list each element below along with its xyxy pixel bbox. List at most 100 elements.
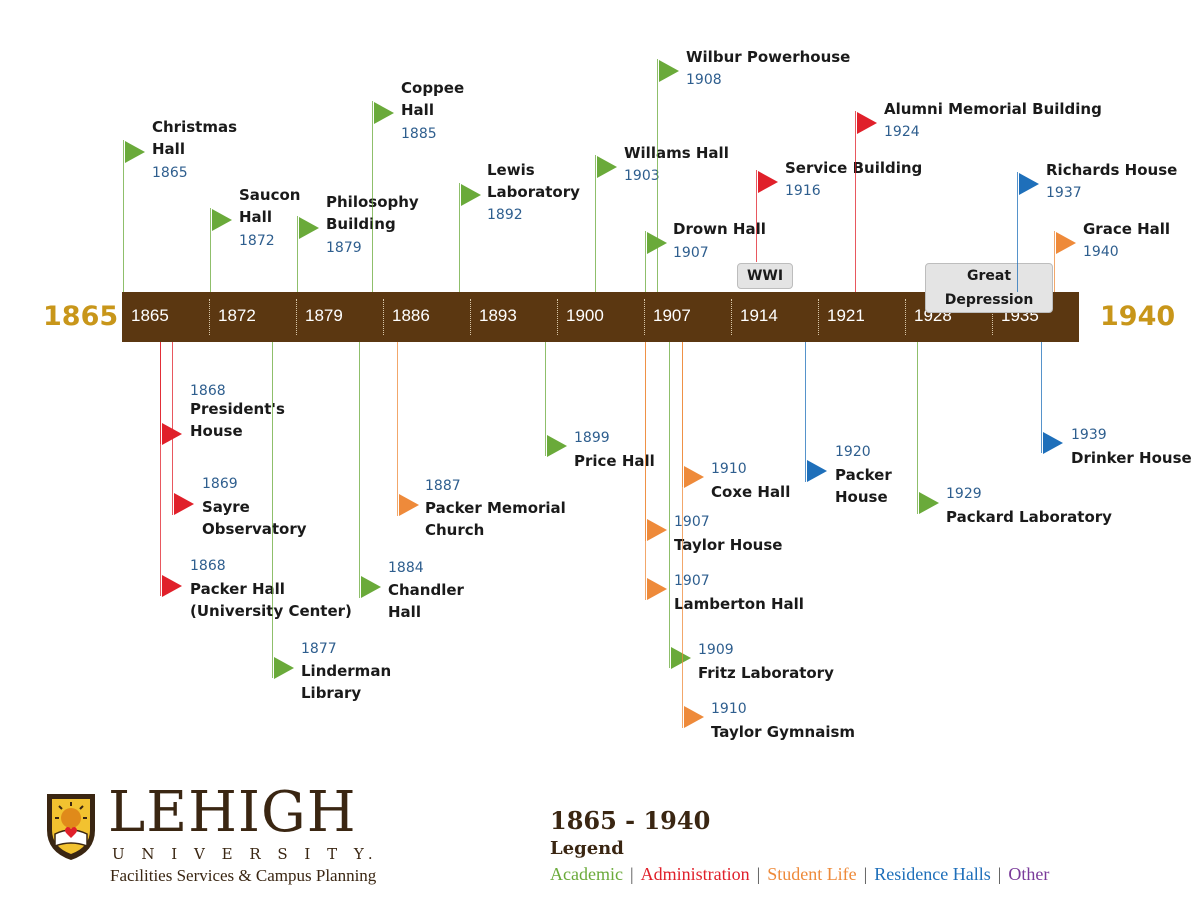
axis-tick-label: 1900	[566, 306, 604, 325]
event-stem	[272, 342, 273, 678]
legend-separator: |	[863, 864, 868, 884]
event-year: 1907	[673, 245, 709, 261]
event-year: 1892	[487, 207, 523, 223]
flag-icon	[758, 171, 778, 193]
event-name: Taylor House	[674, 536, 783, 554]
axis-tick	[731, 299, 732, 335]
event-name: Lewis Laboratory	[487, 161, 580, 201]
event-stem	[545, 342, 546, 456]
event-stem	[595, 155, 596, 292]
logo-name: LEHIGH	[108, 780, 357, 845]
event-name: Packer Hall (University Center)	[190, 580, 352, 620]
event-stem	[123, 140, 124, 292]
axis-tick	[296, 299, 297, 335]
flag-icon	[361, 576, 381, 598]
event-stem	[1017, 172, 1018, 292]
event-year: 1910	[711, 461, 747, 477]
event-year: 1940	[1083, 244, 1119, 260]
legend-item-residence-halls: Residence Halls	[874, 864, 991, 884]
flag-icon	[919, 492, 939, 514]
legend-items: Academic | Administration | Student Life | Res…	[550, 864, 1049, 885]
event-name: Packard Laboratory	[946, 508, 1112, 526]
axis-tick-label: 1893	[479, 306, 517, 325]
timeline-bar	[122, 292, 1079, 342]
event-stem	[917, 342, 918, 514]
flag-icon	[647, 519, 667, 541]
flag-icon	[274, 657, 294, 679]
axis-tick	[557, 299, 558, 335]
event-stem	[645, 231, 646, 292]
event-name: Packer House	[835, 466, 892, 506]
flag-icon	[684, 466, 704, 488]
event-name: Fritz Laboratory	[698, 664, 834, 682]
event-name: Saucon Hall	[239, 186, 301, 226]
event-stem	[397, 342, 398, 516]
lehigh-shield-icon	[47, 794, 95, 860]
event-year: 1910	[711, 701, 747, 717]
axis-tick	[470, 299, 471, 335]
legend-item-academic: Academic	[550, 864, 623, 884]
event-year: 1877	[301, 641, 337, 657]
event-name: Price Hall	[574, 452, 655, 470]
event-year: 1872	[239, 233, 275, 249]
legend-item-administration: Administration	[640, 864, 750, 884]
event-year: 1924	[884, 124, 920, 140]
axis-tick-label: 1907	[653, 306, 691, 325]
event-stem	[645, 342, 646, 600]
event-name: Richards House	[1046, 161, 1178, 179]
event-year: 1908	[686, 72, 722, 88]
flag-icon	[1043, 432, 1063, 454]
event-year: 1907	[674, 573, 710, 589]
event-year: 1868	[190, 558, 226, 574]
flag-icon	[647, 578, 667, 600]
flag-icon	[212, 209, 232, 231]
event-name: President's House	[190, 400, 285, 440]
legend-separator: |	[997, 864, 1002, 884]
event-name: Packer Memorial Church	[425, 499, 566, 539]
event-year: 1899	[574, 430, 610, 446]
event-stem	[297, 216, 298, 292]
axis-tick-label: 1914	[740, 306, 778, 325]
event-stem	[669, 342, 670, 668]
event-stem	[657, 59, 658, 292]
event-stem	[756, 170, 757, 262]
event-year: 1929	[946, 486, 982, 502]
event-year: 1887	[425, 478, 461, 494]
axis-tick-label: 1872	[218, 306, 256, 325]
event-stem	[855, 111, 856, 292]
flag-icon	[162, 575, 182, 597]
axis-tick-label: 1865	[131, 306, 169, 325]
flag-icon	[659, 60, 679, 82]
flag-icon	[671, 647, 691, 669]
flag-icon	[374, 102, 394, 124]
flag-icon	[1056, 232, 1076, 254]
era-wwi: WWI	[737, 263, 793, 289]
event-year: 1885	[401, 126, 437, 142]
flag-icon	[684, 706, 704, 728]
flag-icon	[647, 232, 667, 254]
flag-icon	[299, 217, 319, 239]
event-stem	[172, 342, 173, 515]
axis-tick	[992, 299, 993, 335]
logo-department: Facilities Services & Campus Planning	[110, 866, 377, 885]
flag-icon	[1019, 173, 1039, 195]
event-name: Coppee Hall	[401, 79, 465, 119]
axis-tick	[209, 299, 210, 335]
event-name: Drown Hall	[673, 220, 766, 238]
event-stem	[682, 342, 683, 728]
legend-item-other: Other	[1008, 864, 1050, 884]
event-year: 1865	[152, 165, 188, 181]
event-stem	[210, 208, 211, 292]
event-stem	[1054, 231, 1055, 292]
axis-tick	[818, 299, 819, 335]
axis-tick	[383, 299, 384, 335]
event-name: Coxe Hall	[711, 483, 791, 501]
flag-icon	[547, 435, 567, 457]
event-stem	[805, 342, 806, 482]
event-year: 1939	[1071, 427, 1107, 443]
event-stem	[459, 183, 460, 292]
flag-icon	[807, 460, 827, 482]
event-name: Alumni Memorial Building	[884, 100, 1102, 118]
event-name: Service Building	[785, 159, 923, 177]
